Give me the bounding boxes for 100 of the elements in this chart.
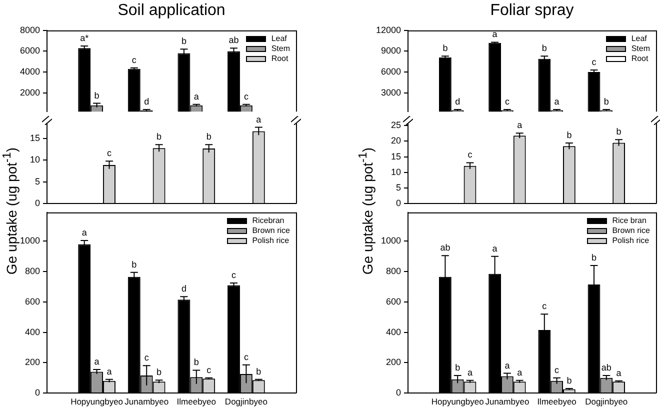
data-label: c	[144, 352, 150, 363]
data-label: b	[94, 90, 100, 100]
data-label: c	[244, 91, 249, 102]
x-tick-label: Dogjinbyeo	[585, 396, 628, 406]
y-tick-label: 15	[390, 151, 401, 162]
data-label: a	[194, 91, 199, 102]
data-label: b	[604, 96, 609, 106]
y-tick-label: 0	[396, 387, 401, 398]
data-label: b	[194, 357, 199, 368]
legend-label: Polish rice	[252, 236, 290, 246]
y-tick-label: 600	[386, 296, 401, 306]
y-tick-label: 0	[396, 198, 401, 208]
legend-label: Brown rice	[252, 226, 290, 236]
data-label: b	[206, 132, 212, 142]
data-label: a	[106, 366, 112, 376]
data-label: b	[455, 362, 460, 373]
legend-label: Rice bran	[612, 216, 646, 226]
x-tick-label: Junambyeo	[124, 396, 169, 406]
y-tick-label: 6000	[380, 66, 401, 77]
data-label: a	[467, 367, 473, 378]
data-label: c	[107, 148, 112, 158]
legend-label: Leaf	[631, 34, 647, 44]
data-label: c	[554, 364, 560, 375]
data-label: c	[206, 364, 212, 375]
y-tick-label: 5	[34, 176, 40, 186]
y-tick-label: 3000	[380, 87, 401, 98]
data-label: a	[504, 360, 510, 370]
data-label: ab	[228, 35, 239, 46]
data-label: b	[566, 130, 572, 140]
x-tick-label: Hopyungbyeo	[431, 396, 484, 406]
x-tick-label: Ilmeebyeo	[176, 396, 216, 406]
y-tick-label: 2000	[20, 87, 40, 98]
y-tick-label: 10	[30, 154, 40, 165]
data-label: c	[232, 270, 236, 280]
data-label: a	[517, 367, 522, 378]
y-tick-label: 9000	[380, 46, 401, 56]
data-label: b	[256, 366, 262, 376]
y-tick-label: 20	[390, 136, 401, 146]
legend-label: Stem	[631, 44, 650, 54]
data-label: c	[542, 301, 548, 312]
chart-title: Soil application	[116, 2, 226, 20]
data-label: a	[82, 227, 87, 238]
y-tick-label: 400	[386, 326, 401, 337]
y-tick-label: 15	[30, 133, 40, 144]
chart-title: Foliar spray	[489, 2, 575, 20]
y-tick-label: 200	[24, 357, 40, 368]
y-tick-label: 10	[390, 166, 401, 177]
y-tick-label: 4000	[20, 66, 40, 77]
data-label: ab	[601, 362, 612, 373]
data-label: a	[94, 356, 100, 366]
y-tick-label: 1000	[380, 236, 401, 246]
x-tick-label: Ilmeebyeo	[537, 396, 577, 406]
data-label: b	[442, 43, 448, 54]
y-tick-label: 800	[24, 266, 40, 276]
x-tick-label: Hopyungbyeo	[70, 396, 124, 406]
y-tick-label: 25	[390, 120, 401, 130]
y-tick-label: 8000	[20, 24, 40, 35]
data-label: c	[504, 96, 510, 106]
data-label: c	[244, 352, 249, 362]
data-label: ab	[440, 242, 450, 253]
y-tick-label: 200	[386, 357, 401, 368]
data-label: b	[156, 367, 162, 378]
data-label: a	[616, 368, 622, 378]
data-label: d	[181, 284, 186, 294]
data-label: b	[132, 259, 137, 270]
data-label: b	[616, 126, 622, 137]
data-label: a	[492, 29, 498, 40]
legend-label: Root	[271, 54, 288, 64]
data-label: b	[591, 252, 597, 262]
legend-label: Leaf	[271, 34, 287, 44]
legend-label: Ricebran	[252, 216, 284, 226]
legend-label: Polish rice	[612, 236, 650, 246]
data-label: b	[181, 36, 186, 46]
x-tick-label: Dogjinbyeo	[224, 396, 268, 406]
data-label: a	[517, 120, 522, 130]
y-tick-label: 5	[396, 182, 401, 192]
y-tick-label: 400	[24, 326, 40, 337]
y-tick-label: 0	[34, 387, 40, 398]
y-tick-label: 800	[386, 266, 401, 276]
data-label: b	[156, 132, 162, 142]
data-label: a	[554, 96, 560, 106]
y-tick-label: 1000	[20, 236, 40, 246]
data-label: a*	[80, 33, 90, 43]
data-label: c	[468, 150, 473, 160]
legend-label: Stem	[271, 44, 290, 54]
x-tick-label: Junambyeo	[485, 396, 530, 406]
data-label: b	[542, 43, 547, 54]
data-label: b	[566, 375, 572, 386]
y-tick-label: 6000	[20, 46, 40, 56]
y-tick-label: 0	[34, 198, 40, 208]
y-tick-label: 600	[24, 296, 40, 306]
data-label: a	[492, 243, 498, 254]
data-label: d	[455, 96, 460, 106]
data-label: c	[592, 56, 597, 67]
data-label: a	[256, 114, 262, 124]
y-tick-label: 12000	[376, 24, 401, 35]
data-label: d	[144, 96, 150, 106]
legend-label: Root	[631, 54, 648, 64]
legend-label: Brown rice	[612, 226, 650, 236]
data-label: c	[132, 54, 137, 65]
